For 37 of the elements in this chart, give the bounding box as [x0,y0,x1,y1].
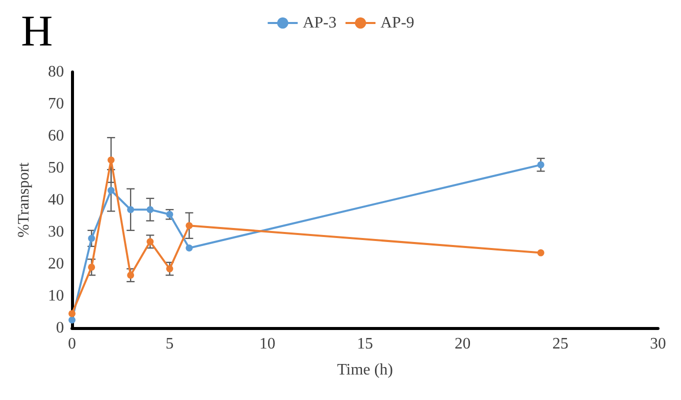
point [537,249,544,256]
y-tick-label: 80 [48,64,64,80]
point [166,265,174,272]
x-axis-title: Time (h) [337,362,393,378]
point [537,161,544,168]
y-tick-label: 60 [48,128,64,144]
y-axis-title: %Transport [16,162,32,238]
point [108,156,115,164]
y-tick-label: 50 [48,160,64,176]
point [68,316,76,324]
point [127,206,134,214]
y-tick-label: 70 [48,96,64,112]
point [146,206,154,214]
legend-label: AP-3 [302,14,336,32]
point [166,210,174,218]
x-tick-label: 10 [259,336,276,352]
y-tick-label: 0 [56,320,64,336]
point [88,264,96,271]
point [88,234,96,242]
x-tick-label: 30 [650,336,666,352]
point [127,272,134,279]
point [146,238,154,246]
x-tick-label: 15 [357,336,373,352]
point [108,186,115,194]
point [68,310,76,318]
legend-label: AP-9 [380,14,414,32]
x-tick-label: 20 [454,336,471,352]
x-tick-label: 25 [552,336,568,352]
y-tick-label: 20 [48,256,64,272]
point [186,222,193,230]
x-tick-label: 0 [68,336,76,352]
chart-title: H [21,6,53,56]
y-tick-label: 30 [48,224,64,240]
x-tick-label: 5 [166,336,174,352]
y-tick-label: 40 [48,192,64,208]
y-tick-label: 10 [48,288,64,304]
point [186,244,193,252]
